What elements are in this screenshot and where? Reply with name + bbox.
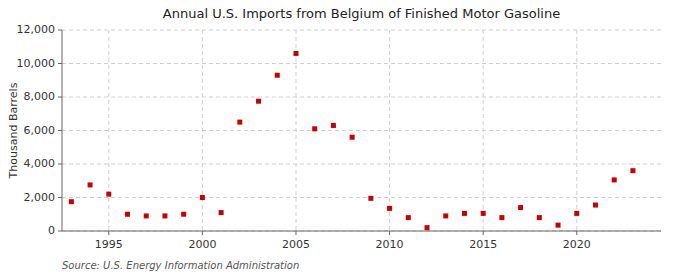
x-grid-line xyxy=(483,30,484,231)
y-grid-line xyxy=(62,30,661,31)
source-note: Source: U.S. Energy Information Administ… xyxy=(62,260,299,271)
point xyxy=(462,211,467,216)
y-axis-label: Thousand Barrels xyxy=(7,82,20,179)
x-tick xyxy=(576,231,577,235)
point xyxy=(556,223,561,228)
y-tick xyxy=(58,130,62,131)
y-tick-label: 8,000 xyxy=(24,90,56,103)
point xyxy=(275,73,280,78)
y-grid-line xyxy=(62,231,661,232)
x-tick-label: 1995 xyxy=(95,238,123,251)
y-grid-line xyxy=(62,63,661,64)
x-tick xyxy=(202,231,203,235)
x-tick-label: 2020 xyxy=(563,238,591,251)
y-grid-line xyxy=(62,197,661,198)
point xyxy=(200,195,205,200)
point xyxy=(593,203,598,208)
point xyxy=(425,225,430,230)
point xyxy=(106,192,111,197)
point xyxy=(125,212,130,217)
point xyxy=(350,135,355,140)
point xyxy=(481,211,486,216)
y-grid-line xyxy=(62,97,661,98)
point xyxy=(368,196,373,201)
y-tick-label: 6,000 xyxy=(24,124,56,137)
x-tick xyxy=(295,231,296,235)
y-grid-line xyxy=(62,130,661,131)
chart: 0 2,000 4,000 6,000 8,000 10,000 12,000 1995 200… xyxy=(0,0,675,275)
point xyxy=(219,210,224,215)
x-tick-label: 2000 xyxy=(188,238,216,251)
point xyxy=(69,199,74,204)
x-grid-line xyxy=(576,30,577,231)
point xyxy=(162,213,167,218)
y-tick xyxy=(58,231,62,232)
grid xyxy=(62,30,661,231)
x-tick-label: 2010 xyxy=(376,238,404,251)
point xyxy=(574,211,579,216)
y-tick-label: 4,000 xyxy=(24,157,56,170)
point xyxy=(537,215,542,220)
point xyxy=(630,168,635,173)
x-grid-line xyxy=(295,30,296,231)
y-tick xyxy=(58,97,62,98)
x-tick-label: 2015 xyxy=(469,238,497,251)
y-tick-label: 12,000 xyxy=(17,23,56,36)
point xyxy=(406,215,411,220)
y-tick xyxy=(58,197,62,198)
point xyxy=(443,213,448,218)
x-tick xyxy=(108,231,109,235)
x-grid-line xyxy=(108,30,109,231)
x-grid-line xyxy=(389,30,390,231)
x-grid-line xyxy=(202,30,203,231)
point xyxy=(387,206,392,211)
axes: 0 2,000 4,000 6,000 8,000 10,000 12,000 1995 200… xyxy=(17,23,662,251)
y-axis-line xyxy=(62,30,63,231)
y-tick xyxy=(58,30,62,31)
point xyxy=(88,182,93,187)
point xyxy=(612,177,617,182)
y-tick xyxy=(58,164,62,165)
point xyxy=(237,120,242,125)
point xyxy=(499,215,504,220)
y-tick-label: 10,000 xyxy=(17,57,56,70)
point xyxy=(144,213,149,218)
points xyxy=(69,51,636,230)
y-grid-line xyxy=(62,164,661,165)
y-tick-label: 0 xyxy=(48,224,55,237)
point xyxy=(293,51,298,56)
point xyxy=(312,126,317,131)
point xyxy=(331,123,336,128)
x-tick xyxy=(483,231,484,235)
x-tick-label: 2005 xyxy=(282,238,310,251)
point xyxy=(518,205,523,210)
x-tick xyxy=(389,231,390,235)
y-tick xyxy=(58,63,62,64)
point xyxy=(256,99,261,104)
y-tick-label: 2,000 xyxy=(24,191,56,204)
x-axis-line xyxy=(62,231,661,232)
title: Annual U.S. Imports from Belgium of Fini… xyxy=(163,6,560,21)
point xyxy=(181,212,186,217)
